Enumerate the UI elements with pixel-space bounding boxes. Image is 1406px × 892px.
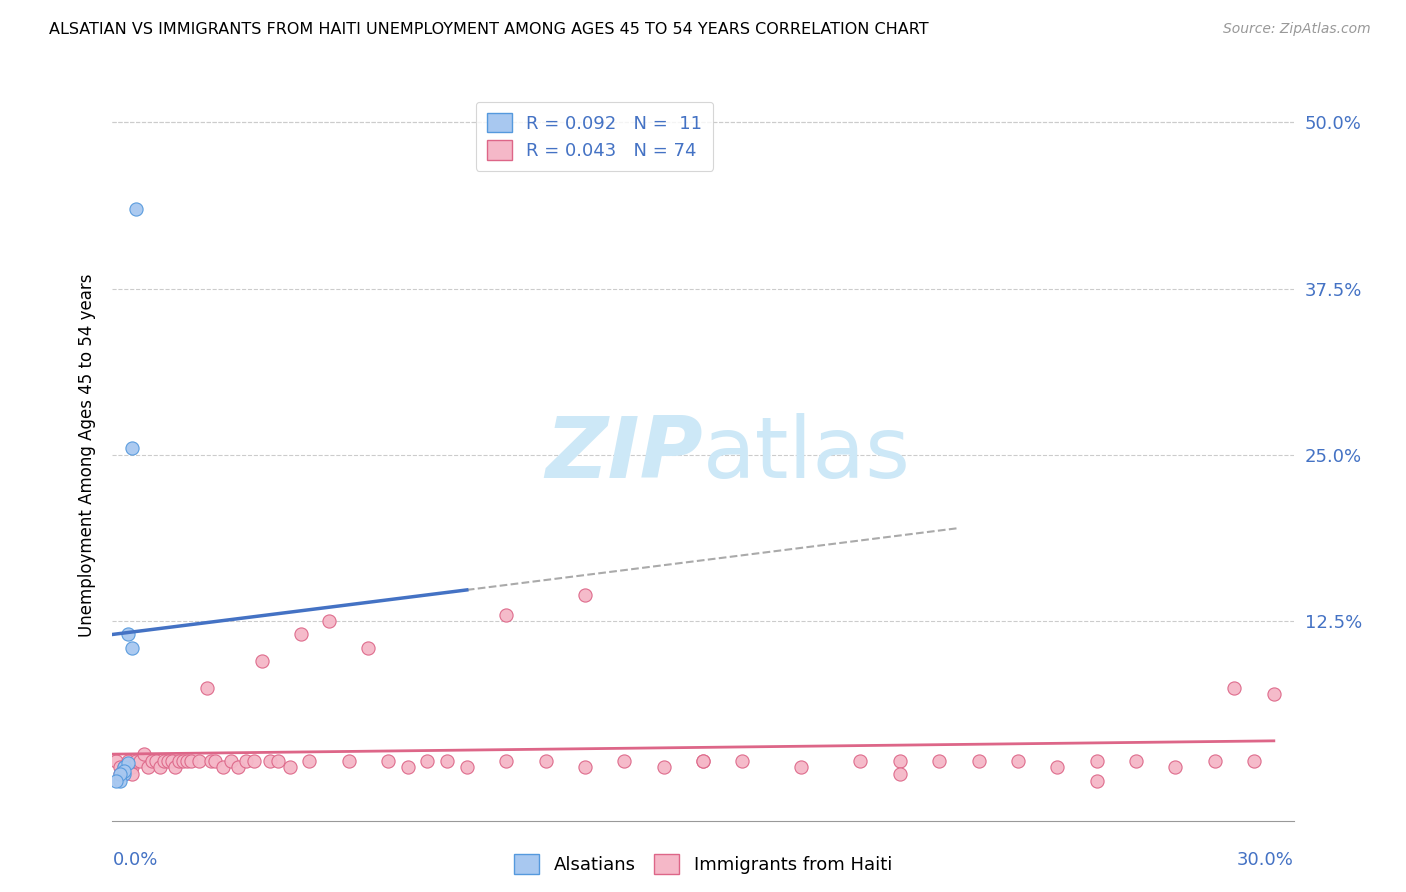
Point xyxy=(105,754,128,768)
Point xyxy=(132,747,155,761)
Point xyxy=(574,760,596,774)
Point xyxy=(105,773,128,788)
Point xyxy=(298,754,321,768)
Point xyxy=(790,760,813,774)
Point xyxy=(156,754,179,768)
Point xyxy=(149,760,172,774)
Point xyxy=(145,754,167,768)
Point xyxy=(125,754,148,768)
Point xyxy=(204,754,226,768)
Point xyxy=(1085,773,1108,788)
Point xyxy=(357,640,380,655)
Legend: Alsatians, Immigrants from Haiti: Alsatians, Immigrants from Haiti xyxy=(505,845,901,883)
Text: 30.0%: 30.0% xyxy=(1237,851,1294,869)
Point xyxy=(436,754,458,768)
Point xyxy=(180,754,202,768)
Text: ZIP: ZIP xyxy=(546,413,703,497)
Point xyxy=(110,767,132,781)
Point xyxy=(211,760,233,774)
Point xyxy=(235,754,257,768)
Point xyxy=(416,754,439,768)
Point xyxy=(112,767,135,781)
Point xyxy=(613,754,636,768)
Point xyxy=(129,754,152,768)
Point xyxy=(188,754,211,768)
Point xyxy=(1223,681,1246,695)
Point xyxy=(112,764,135,779)
Point xyxy=(889,767,911,781)
Point xyxy=(928,754,950,768)
Point xyxy=(112,767,135,781)
Point xyxy=(290,627,312,641)
Point xyxy=(692,754,714,768)
Point xyxy=(1204,754,1226,768)
Point xyxy=(278,760,301,774)
Point xyxy=(136,760,159,774)
Point xyxy=(228,760,250,774)
Point xyxy=(110,773,132,788)
Point xyxy=(160,754,183,768)
Point xyxy=(152,754,174,768)
Point xyxy=(117,627,139,641)
Point xyxy=(1243,754,1265,768)
Point xyxy=(117,760,139,774)
Text: ALSATIAN VS IMMIGRANTS FROM HAITI UNEMPLOYMENT AMONG AGES 45 TO 54 YEARS CORRELA: ALSATIAN VS IMMIGRANTS FROM HAITI UNEMPL… xyxy=(49,22,929,37)
Point xyxy=(110,767,132,781)
Point xyxy=(495,607,517,622)
Point xyxy=(396,760,419,774)
Point xyxy=(1164,760,1187,774)
Point xyxy=(1263,687,1285,701)
Point xyxy=(121,767,143,781)
Point xyxy=(195,681,218,695)
Point xyxy=(534,754,557,768)
Point xyxy=(267,754,290,768)
Y-axis label: Unemployment Among Ages 45 to 54 years: Unemployment Among Ages 45 to 54 years xyxy=(77,273,96,637)
Point xyxy=(141,754,163,768)
Point xyxy=(849,754,872,768)
Point xyxy=(112,760,135,774)
Point xyxy=(337,754,360,768)
Point xyxy=(1085,754,1108,768)
Point xyxy=(121,442,143,456)
Point xyxy=(110,760,132,774)
Point xyxy=(121,640,143,655)
Point xyxy=(200,754,222,768)
Point xyxy=(889,754,911,768)
Point xyxy=(117,756,139,771)
Point xyxy=(692,754,714,768)
Point xyxy=(112,760,135,774)
Point xyxy=(219,754,242,768)
Point xyxy=(243,754,266,768)
Point xyxy=(377,754,399,768)
Point xyxy=(125,202,148,216)
Point xyxy=(1125,754,1147,768)
Point xyxy=(169,754,191,768)
Point xyxy=(495,754,517,768)
Point xyxy=(652,760,675,774)
Text: Source: ZipAtlas.com: Source: ZipAtlas.com xyxy=(1223,22,1371,37)
Point xyxy=(574,588,596,602)
Point xyxy=(967,754,990,768)
Legend: R = 0.092   N =  11, R = 0.043   N = 74: R = 0.092 N = 11, R = 0.043 N = 74 xyxy=(475,102,713,170)
Point xyxy=(318,614,340,628)
Point xyxy=(1046,760,1069,774)
Point xyxy=(731,754,754,768)
Point xyxy=(456,760,478,774)
Point xyxy=(176,754,198,768)
Point xyxy=(250,654,273,668)
Text: atlas: atlas xyxy=(703,413,911,497)
Point xyxy=(172,754,194,768)
Text: 0.0%: 0.0% xyxy=(112,851,157,869)
Point xyxy=(1007,754,1029,768)
Point xyxy=(259,754,281,768)
Point xyxy=(165,760,187,774)
Point xyxy=(117,754,139,768)
Point xyxy=(121,760,143,774)
